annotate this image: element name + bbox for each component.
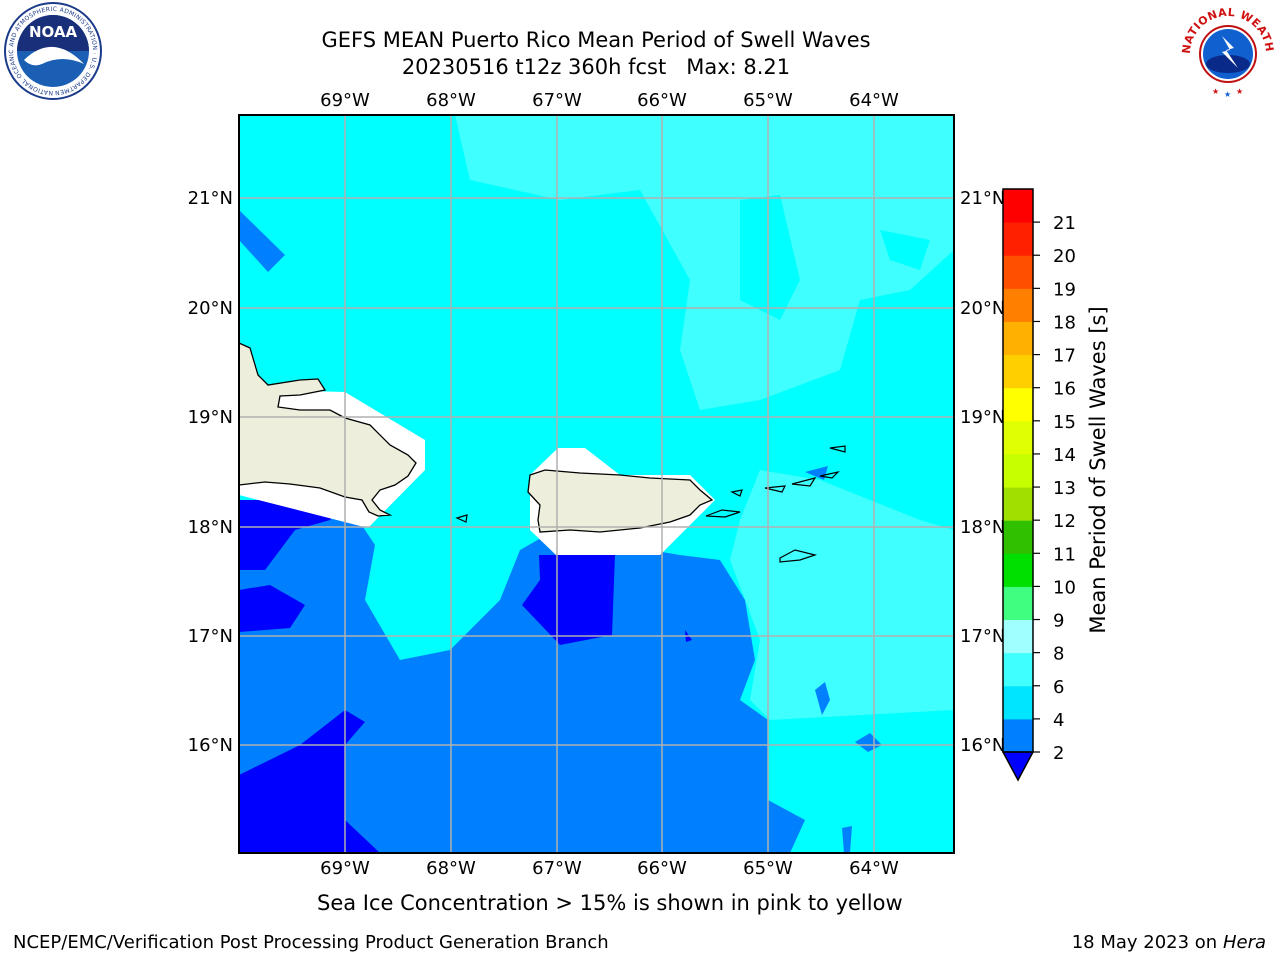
colorbar-tick-label: 10 [1053, 577, 1076, 598]
map-title: GEFS MEAN Puerto Rico Mean Period of Swe… [321, 28, 871, 52]
lon-label: 69°W [320, 90, 370, 111]
lon-label: 68°W [426, 90, 476, 111]
colorbar-label: Mean Period of Swell Waves [s] [1086, 306, 1110, 633]
colorbar-segment [1003, 586, 1033, 621]
lat-label: 21°N [188, 188, 233, 209]
colorbar-segment [1003, 553, 1033, 587]
colorbar-segment [1003, 453, 1033, 488]
footer-date-text: 18 May 2023 on [1071, 932, 1218, 953]
sea-ice-note: Sea Ice Concentration > 15% is shown in … [317, 891, 903, 915]
svg-text:★: ★ [1236, 87, 1243, 96]
colorbar-tick-label: 15 [1053, 412, 1076, 433]
colorbar-tick-label: 11 [1053, 544, 1076, 565]
colorbar-segment [1003, 619, 1033, 654]
lon-label: 66°W [637, 858, 687, 879]
lon-labels-bottom: 69°W 68°W 67°W 66°W 65°W 64°W [320, 858, 899, 879]
lon-labels-top: 69°W 68°W 67°W 66°W 65°W 64°W [320, 90, 899, 111]
lat-labels-right: 21°N 20°N 19°N 18°N 17°N 16°N [960, 188, 1005, 756]
lat-label: 18°N [960, 517, 1005, 538]
colorbar-tick-label: 6 [1053, 677, 1064, 698]
map-subtitle: 20230516 t12z 360h fcst Max: 8.21 [401, 55, 791, 79]
lat-label: 20°N [188, 298, 233, 319]
colorbar-tick-label: 18 [1053, 312, 1076, 333]
colorbar-tick-label: 16 [1053, 379, 1076, 400]
lat-labels-left: 21°N 20°N 19°N 18°N 17°N 16°N [188, 188, 233, 756]
colorbar-tick-label: 9 [1053, 611, 1064, 632]
colorbar-segment [1003, 321, 1033, 356]
colorbar-segment [1003, 222, 1033, 256]
colorbar-tick-label: 14 [1053, 445, 1076, 466]
colorbar-tick-label: 13 [1053, 478, 1076, 499]
lat-label: 17°N [188, 626, 233, 647]
lon-label: 64°W [849, 858, 899, 879]
footer-credit: NCEP/EMC/Verification Post Processing Pr… [13, 932, 609, 953]
colorbar-tick-label: 20 [1053, 246, 1076, 267]
colorbar-tick-label: 4 [1053, 710, 1064, 731]
map-frame [238, 114, 955, 854]
colorbar-segment [1003, 189, 1033, 223]
svg-text:★: ★ [1212, 87, 1219, 96]
lon-label: 67°W [532, 858, 582, 879]
colorbar-segment [1003, 520, 1033, 554]
island-st-croix [779, 549, 818, 563]
lon-label: 69°W [320, 858, 370, 879]
lon-label: 65°W [743, 858, 793, 879]
lon-label: 66°W [637, 90, 687, 111]
lon-label: 64°W [849, 90, 899, 111]
nws-logo: NATIONAL WEATHER SERVICE ★ ★ ★ [1178, 2, 1276, 99]
lat-label: 17°N [960, 626, 1005, 647]
colorbar-segment [1003, 420, 1033, 455]
lat-label: 18°N [188, 517, 233, 538]
colorbar-segment [1003, 718, 1033, 753]
colorbar-tick-label: 8 [1053, 644, 1064, 665]
footer-machine: Hera [1222, 932, 1266, 953]
colorbar-tick-label: 2 [1053, 743, 1064, 764]
colorbar-segment [1003, 685, 1033, 720]
island-virgin-islands [455, 445, 846, 523]
colorbar-segment [1003, 354, 1033, 389]
lon-label: 65°W [743, 90, 793, 111]
map-gridlines [239, 115, 954, 853]
colorbar: 2 4 6 8 9 10 11 12 13 14 15 16 17 18 19 20 21 [1001, 188, 1076, 782]
lat-label: 19°N [960, 407, 1005, 428]
lon-label: 68°W [426, 858, 476, 879]
colorbar-segment [1003, 652, 1033, 687]
colorbar-extend-arrow [1001, 751, 1035, 782]
island-puerto-rico [527, 469, 714, 533]
footer-date: 18 May 2023 on Hera [1072, 932, 1266, 953]
island-hispaniola [239, 342, 417, 517]
lat-label: 20°N [960, 298, 1005, 319]
colorbar-segment [1003, 255, 1033, 289]
colorbar-tick-label: 21 [1053, 213, 1076, 234]
svg-text:★: ★ [1224, 90, 1231, 99]
noaa-logo: NATIONAL OCEANIC AND ATMOSPHERIC ADMINIS… [2, 2, 102, 100]
colorbar-tick-label: 19 [1053, 279, 1076, 300]
colorbar-segment [1003, 487, 1033, 521]
colorbar-segment [1003, 288, 1033, 322]
lat-label: 16°N [188, 735, 233, 756]
noaa-logo-text: NOAA [29, 23, 78, 41]
colorbar-tick-label: 12 [1053, 511, 1076, 532]
lat-label: 19°N [188, 407, 233, 428]
lat-label: 16°N [960, 735, 1005, 756]
swell-period-field [239, 115, 954, 853]
colorbar-frame [1002, 188, 1034, 753]
colorbar-segment [1003, 387, 1033, 422]
lon-label: 67°W [532, 90, 582, 111]
colorbar-tick-label: 17 [1053, 346, 1076, 367]
lat-label: 21°N [960, 188, 1005, 209]
